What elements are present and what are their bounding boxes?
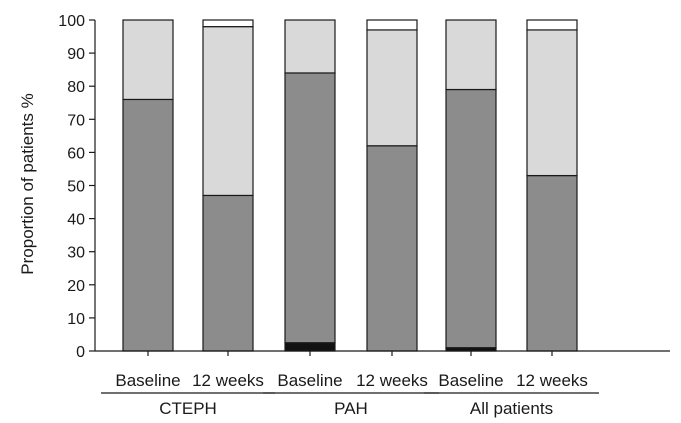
category-label: Baseline bbox=[438, 371, 503, 390]
bar-segment bbox=[202, 26, 254, 197]
bar-segment bbox=[366, 145, 418, 352]
category-label: Baseline bbox=[277, 371, 342, 390]
y-tick-label: 60 bbox=[67, 145, 85, 162]
bar-segment bbox=[284, 342, 336, 352]
bar-segment bbox=[122, 19, 174, 101]
bar-5 bbox=[445, 19, 497, 352]
bar-segment bbox=[526, 29, 578, 177]
y-axis: 0 10 20 30 40 50 60 70 80 90 100 bbox=[58, 13, 96, 361]
bar-segment bbox=[526, 174, 578, 352]
y-tick-label: 0 bbox=[76, 344, 85, 361]
bar-3 bbox=[284, 19, 336, 352]
bar-segment bbox=[202, 19, 254, 28]
bar-segment bbox=[284, 19, 336, 74]
category-label: 12 weeks bbox=[516, 371, 588, 390]
y-tick-label: 10 bbox=[67, 311, 85, 328]
bar-4 bbox=[366, 19, 418, 352]
y-tick-label: 90 bbox=[67, 46, 85, 63]
bar-segment bbox=[445, 19, 497, 91]
bar-segment bbox=[202, 194, 254, 352]
bar-segment bbox=[366, 19, 418, 31]
category-label: 12 weeks bbox=[192, 371, 264, 390]
group-label: All patients bbox=[470, 399, 553, 418]
bar-segment bbox=[366, 29, 418, 147]
bar-segment bbox=[445, 88, 497, 349]
group-label: PAH bbox=[334, 399, 368, 418]
bar-6 bbox=[526, 19, 578, 352]
y-tick-label: 30 bbox=[67, 245, 85, 262]
y-tick-label: 80 bbox=[67, 79, 85, 96]
bars bbox=[122, 19, 578, 352]
category-label: 12 weeks bbox=[356, 371, 428, 390]
group-label: CTEPH bbox=[159, 399, 217, 418]
x-axis: Baseline 12 weeks Baseline 12 weeks Baseline… bbox=[95, 350, 670, 418]
bar-segment bbox=[122, 98, 174, 352]
bar-1 bbox=[122, 19, 174, 352]
y-tick-label: 50 bbox=[67, 179, 85, 196]
y-tick-label: 70 bbox=[67, 112, 85, 129]
bar-2 bbox=[202, 19, 254, 352]
y-axis-title: Proportion of patients % bbox=[18, 93, 37, 274]
bar-segment bbox=[526, 19, 578, 31]
bar-segment bbox=[284, 72, 336, 344]
category-label: Baseline bbox=[115, 371, 180, 390]
y-tick-label: 20 bbox=[67, 278, 85, 295]
y-tick-label: 100 bbox=[58, 13, 85, 30]
y-tick-label: 40 bbox=[67, 212, 85, 229]
